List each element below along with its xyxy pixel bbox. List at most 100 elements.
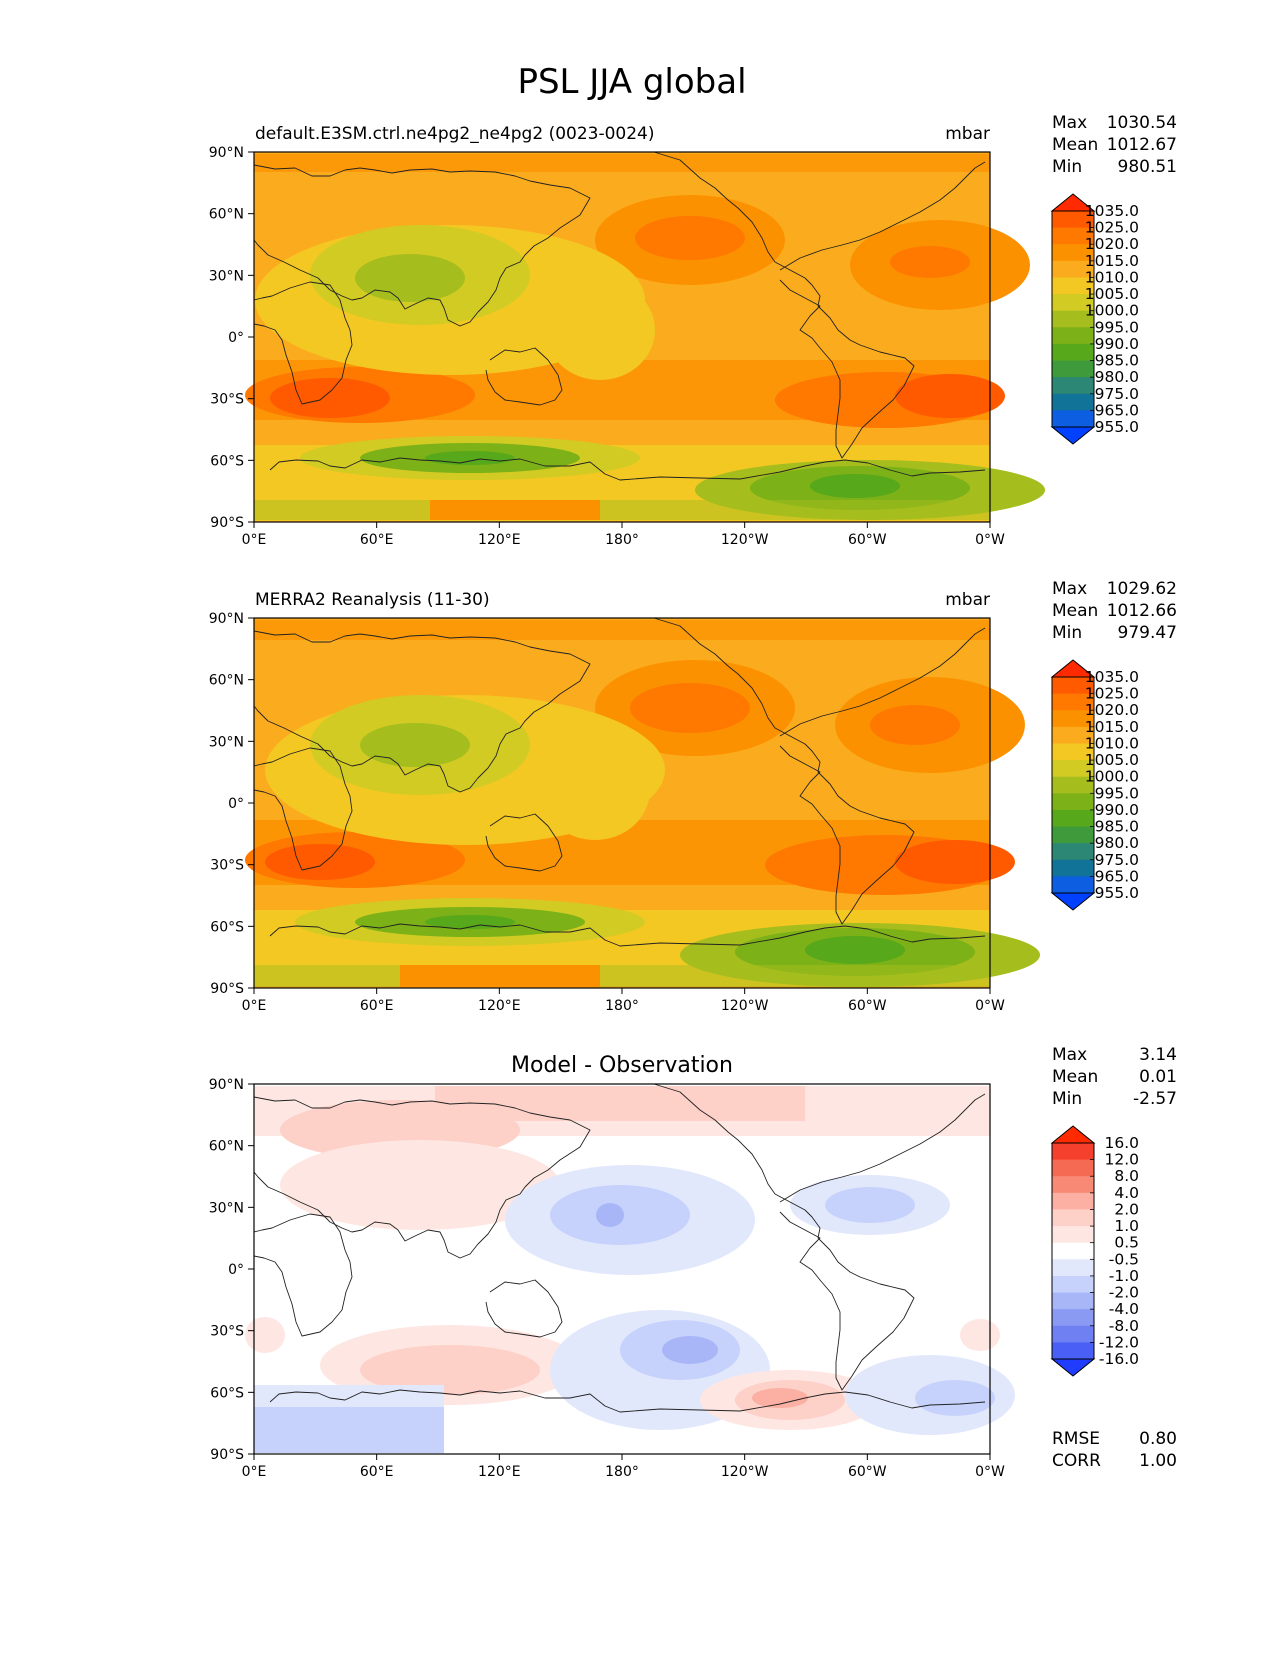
colorbar-tick-label: -2.0 bbox=[1109, 1284, 1139, 1302]
map-field bbox=[245, 618, 1040, 988]
stat-value: 979.47 bbox=[1118, 623, 1177, 643]
lat-tick-label: 90°S bbox=[210, 981, 244, 997]
colorbar-tick-label: 995.0 bbox=[1095, 784, 1139, 802]
colorbar-tick-label: 1005.0 bbox=[1085, 285, 1139, 303]
colorbar-tick-label: 975.0 bbox=[1095, 851, 1139, 869]
colorbar-segment bbox=[1052, 1325, 1094, 1343]
colorbar-tick-label: 1035.0 bbox=[1085, 202, 1139, 220]
colorbar-segment bbox=[1052, 211, 1094, 229]
map-field bbox=[245, 1084, 1015, 1454]
lon-tick-label: 60°E bbox=[360, 532, 394, 548]
colorbar-tick-label: 965.0 bbox=[1095, 867, 1139, 885]
colorbar-tick-label: 4.0 bbox=[1114, 1184, 1139, 1202]
coastline bbox=[253, 630, 591, 793]
coastline bbox=[485, 1279, 563, 1338]
stat-value: 0.01 bbox=[1139, 1067, 1177, 1087]
colorbar-segment bbox=[1052, 1209, 1094, 1227]
colorbar-segment bbox=[1052, 809, 1094, 827]
colorbar-segment bbox=[1052, 793, 1094, 811]
colorbar: 1035.01025.01020.01015.01010.01005.01000… bbox=[1050, 193, 1139, 445]
colorbar-tick-label: 1000.0 bbox=[1085, 768, 1139, 786]
colorbar-tick-label: 16.0 bbox=[1104, 1134, 1139, 1152]
colorbar: 1035.01025.01020.01015.01010.01005.01000… bbox=[1050, 659, 1139, 911]
stat-label: Mean bbox=[1052, 1067, 1098, 1087]
panel-model: default.E3SM.ctrl.ne4pg2_ne4pg2 (0023-00… bbox=[245, 124, 1045, 522]
colorbar-extend-min bbox=[1050, 1358, 1096, 1377]
panel-units: mbar bbox=[945, 124, 990, 144]
colorbar: 16.012.08.04.02.01.00.5-0.5-1.0-2.0-4.0-… bbox=[1050, 1125, 1139, 1377]
colorbar-segment bbox=[1052, 760, 1094, 778]
colorbar-segment bbox=[1052, 826, 1094, 844]
lon-tick-label: 180° bbox=[605, 532, 639, 548]
coastline bbox=[779, 627, 986, 737]
coastline bbox=[269, 457, 986, 481]
coastline bbox=[253, 164, 591, 327]
lon-tick-label: 60°W bbox=[848, 1464, 887, 1480]
lon-tick-label: 0°W bbox=[975, 532, 1005, 548]
metric-value: 0.80 bbox=[1139, 1429, 1177, 1449]
lat-tick-label: 90°N bbox=[209, 1077, 244, 1093]
colorbar-tick-label: 1020.0 bbox=[1085, 235, 1139, 253]
colorbar-segment bbox=[1052, 1292, 1094, 1310]
lon-tick-label: 120°E bbox=[478, 1464, 521, 1480]
colorbar-tick-label: 985.0 bbox=[1095, 818, 1139, 836]
colorbar-segment bbox=[1052, 726, 1094, 744]
colorbar-segment bbox=[1052, 1342, 1094, 1360]
colorbar-segment bbox=[1052, 1226, 1094, 1244]
colorbar-segment bbox=[1052, 227, 1094, 245]
colorbar-tick-label: 1000.0 bbox=[1085, 302, 1139, 320]
lat-tick-label: 60°S bbox=[210, 919, 244, 935]
colorbar-tick-label: 1015.0 bbox=[1085, 252, 1139, 270]
colorbar-segment bbox=[1052, 393, 1094, 411]
colorbar-segment bbox=[1052, 1192, 1094, 1210]
metric-value: 1.00 bbox=[1139, 1451, 1177, 1471]
colorbar-tick-label: -16.0 bbox=[1099, 1350, 1139, 1368]
figure-title: PSL JJA global bbox=[517, 62, 746, 102]
colorbar-tick-label: 990.0 bbox=[1095, 801, 1139, 819]
colorbar-segment bbox=[1052, 859, 1094, 877]
lon-tick-label: 180° bbox=[605, 1464, 639, 1480]
stat-label: Min bbox=[1052, 623, 1082, 643]
coastline bbox=[653, 1083, 915, 1391]
lat-tick-label: 0° bbox=[228, 1262, 244, 1278]
colorbar-tick-label: -8.0 bbox=[1109, 1317, 1139, 1335]
colorbar-segment bbox=[1052, 1309, 1094, 1327]
colorbar-tick-label: 12.0 bbox=[1104, 1151, 1139, 1169]
colorbar-segment bbox=[1052, 327, 1094, 345]
colorbar-tick-label: 990.0 bbox=[1095, 335, 1139, 353]
stat-label: Max bbox=[1052, 579, 1087, 599]
panel-units: mbar bbox=[945, 590, 990, 610]
coastline bbox=[779, 1093, 986, 1203]
stat-label: Max bbox=[1052, 113, 1087, 133]
map-overlay: 90°N 60°N 30°N 0° 30°S 60°S 90°S0°E 60°E 120°E 18… bbox=[209, 1077, 1005, 1480]
lat-tick-label: 0° bbox=[228, 330, 244, 346]
lat-tick-label: 60°N bbox=[209, 1139, 244, 1155]
colorbar-outline bbox=[1051, 1142, 1095, 1360]
colorbar-tick-label: 2.0 bbox=[1114, 1200, 1139, 1218]
lat-tick-label: 30°N bbox=[209, 1200, 244, 1216]
colorbar-segment bbox=[1052, 1159, 1094, 1177]
lat-tick-label: 60°S bbox=[210, 453, 244, 469]
lon-tick-label: 0°E bbox=[242, 1464, 267, 1480]
colorbar-segment bbox=[1052, 1275, 1094, 1293]
colorbar-segment bbox=[1052, 677, 1094, 695]
lon-tick-label: 60°W bbox=[848, 532, 887, 548]
lon-tick-label: 0°E bbox=[242, 998, 267, 1014]
coastline bbox=[253, 281, 353, 405]
colorbar-tick-label: 1010.0 bbox=[1085, 734, 1139, 752]
colorbar-tick-label: -12.0 bbox=[1099, 1333, 1139, 1351]
stat-label: Min bbox=[1052, 1089, 1082, 1109]
colorbar-tick-label: 965.0 bbox=[1095, 401, 1139, 419]
map-field bbox=[245, 152, 1045, 522]
lat-tick-label: 60°N bbox=[209, 673, 244, 689]
lon-tick-label: 60°E bbox=[360, 1464, 394, 1480]
colorbar-outline bbox=[1051, 210, 1095, 428]
colorbar-tick-label: 1010.0 bbox=[1085, 268, 1139, 286]
stat-value: 3.14 bbox=[1139, 1045, 1177, 1065]
coastline bbox=[253, 1096, 591, 1259]
map-layers: 90°N60°N30°N0°30°S60°S90°S0°E 60°E 120°E 18… bbox=[209, 145, 1005, 1480]
colorbar-segment bbox=[1052, 1143, 1094, 1161]
colorbar-tick-label: 1025.0 bbox=[1085, 219, 1139, 237]
stat-value: -2.57 bbox=[1133, 1089, 1177, 1109]
